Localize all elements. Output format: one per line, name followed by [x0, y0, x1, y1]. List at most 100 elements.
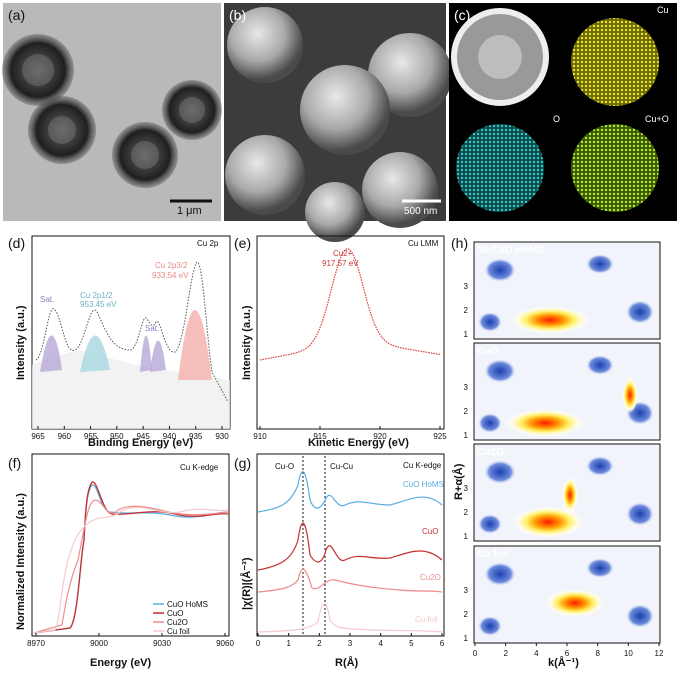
eds-label-cuo: Cu+O — [645, 114, 669, 124]
panel-h-tick-5: 10 — [624, 649, 633, 658]
panel-c-eds-maps: (c) Cu O Cu+O — [449, 3, 677, 221]
panel-g-exafs: (g) Cu K-edge Cu-O Cu-Cu CuO HoMS CuO Cu… — [234, 453, 445, 669]
panel-g-curve-cuo — [257, 522, 443, 571]
panel-e-tick-0: 910 — [253, 432, 267, 441]
panel-d-xlabel: Binding Energy (eV) — [88, 437, 193, 449]
panel-d-tick-5: 940 — [163, 432, 177, 441]
panel-g-tick-2: 2 — [317, 639, 322, 648]
panel-d-tag: Cu 2p — [197, 239, 219, 248]
panel-h-xlabel: k(Å⁻¹) — [548, 656, 579, 669]
panel-e-peak-value: 917.57 eV — [322, 259, 359, 268]
panel-f-ylabel: Normalized Intensity (a.u.) — [15, 493, 27, 630]
wavelet-ytick-0-1: 2 — [464, 306, 469, 315]
panel-f-tick-2: 9030 — [153, 639, 171, 648]
panel-f-xticks: 8970 9000 9030 9060 — [27, 633, 234, 648]
panel-h-tick-4: 8 — [595, 649, 600, 658]
panel-f-curve-cuo — [33, 481, 229, 634]
panel-g-tick-0: 0 — [256, 639, 261, 648]
panel-f-curve-hom — [33, 484, 229, 634]
panel-d-xps: (d) Cu 2p Sat. Sat. Cu 2p1/2 953.45 eV C… — [8, 235, 231, 449]
legend-foil: Cu foil — [167, 627, 190, 636]
panel-g-series-cu2o: Cu2O — [420, 573, 441, 582]
wavelet-map-label-3: Cu foil — [477, 549, 508, 560]
panel-f-curve-foil — [33, 506, 229, 634]
panel-g-series-foil: Cu foil — [415, 615, 438, 624]
panel-b-label: (b) — [229, 7, 246, 23]
panel-g-curve-foil — [257, 603, 443, 633]
panel-f-xanes: (f) Cu K-edge CuO HoMS CuO Cu2O Cu foil … — [8, 453, 234, 669]
panel-a-label: (a) — [8, 7, 25, 23]
wavelet-ytick-2-1: 2 — [464, 508, 469, 517]
wavelet-ytick-2-0: 1 — [464, 532, 469, 541]
panel-d-tick-7: 930 — [215, 432, 229, 441]
panel-g-tick-1: 1 — [286, 639, 291, 648]
panel-d-p12v: 953.45 eV — [80, 300, 117, 309]
panel-e-label: (e) — [234, 235, 251, 251]
panel-g-xticks: 0 1 2 3 4 5 6 — [256, 633, 445, 648]
panel-e-xlabel: Kinetic Energy (eV) — [308, 437, 409, 449]
wavelet-map-label-0: 3s-CuO-HoMS — [477, 245, 545, 256]
panel-g-curve-hom — [257, 471, 443, 513]
panel-g-ylabel: |χ(R)|(Å⁻³) — [240, 557, 253, 610]
eds-map-cuo — [571, 124, 659, 212]
panel-h-xticks: 0 2 4 6 8 10 12 — [473, 643, 664, 658]
panel-g-bond1: Cu-O — [275, 462, 294, 471]
wavelet-map-label-1: CuO — [477, 346, 498, 357]
wavelet-map-label-2: Cu2O — [477, 447, 504, 458]
panel-f-tick-1: 9000 — [90, 639, 108, 648]
panel-e-xticks: 910 915 920 925 — [253, 426, 447, 441]
panel-d-ylabel: Intensity (a.u.) — [15, 305, 27, 380]
panel-h-tick-3: 6 — [565, 649, 570, 658]
wavelet-ytick-3-2: 3 — [464, 586, 469, 595]
panel-f-xlabel: Energy (eV) — [90, 657, 151, 669]
panel-d-sat1: Sat. — [40, 295, 54, 304]
panel-f-tick-0: 8970 — [27, 639, 45, 648]
panel-f-curve-cu2o — [33, 499, 229, 634]
panel-h-label: (h) — [451, 235, 468, 251]
wavelet-ytick-3-0: 1 — [464, 634, 469, 643]
panel-f-legend: CuO HoMS CuO Cu2O Cu foil — [153, 600, 208, 636]
panel-d-tick-0: 965 — [31, 432, 45, 441]
panel-d-p32v: 933.54 eV — [152, 271, 189, 280]
panel-c-label: (c) — [454, 7, 470, 23]
panel-d-p32: Cu 2p3/2 — [155, 261, 188, 270]
panel-g-tick-3: 3 — [348, 639, 353, 648]
panel-b-scalebar-text: 500 nm — [404, 206, 437, 217]
panel-g-series-cuo: CuO — [422, 527, 438, 536]
legend-cu2o: Cu2O — [167, 618, 188, 627]
panel-f-tick-3: 9060 — [216, 639, 234, 648]
panel-g-tick-5: 5 — [409, 639, 414, 648]
panel-f-label: (f) — [8, 455, 21, 471]
panel-g-tick-4: 4 — [378, 639, 383, 648]
wavelet-ytick-1-2: 3 — [464, 383, 469, 392]
legend-hom: CuO HoMS — [167, 600, 208, 609]
panel-e-peak-name: Cu2+ — [333, 249, 353, 258]
panel-e-tick-3: 925 — [433, 432, 447, 441]
panel-g-xlabel: R(Å) — [335, 656, 359, 669]
wavelet-ytick-2-2: 3 — [464, 484, 469, 493]
panel-g-label: (g) — [234, 455, 251, 471]
wavelet-map-3: Cu foil 1 2 3 — [464, 545, 661, 644]
panel-h-tick-2: 4 — [534, 649, 539, 658]
legend-cuo: CuO — [167, 609, 183, 618]
panel-a-scalebar-text: 1 μm — [177, 205, 202, 217]
panel-h-ylabel: R+α(Å) — [452, 463, 465, 500]
panel-e-auger: (e) Cu LMM Cu2+ 917.57 eV 910 915 920 925 K… — [234, 235, 447, 449]
wavelet-ytick-3-1: 2 — [464, 610, 469, 619]
eds-map-cu — [571, 18, 659, 106]
panel-g-tag: Cu K-edge — [403, 461, 442, 470]
panel-b-sem-image: (b) 500 nm — [224, 3, 452, 242]
wavelet-ytick-1-1: 2 — [464, 407, 469, 416]
panel-d-tick-1: 960 — [58, 432, 72, 441]
panel-d-tick-2: 955 — [84, 432, 98, 441]
panel-g-curve-cu2o — [257, 568, 443, 593]
wavelet-ytick-0-2: 3 — [464, 282, 469, 291]
panel-h-tick-6: 12 — [655, 649, 664, 658]
panel-a-tem-image: (a) 1 μm — [2, 3, 222, 221]
wavelet-ytick-1-0: 1 — [464, 431, 469, 440]
panel-e-ylabel: Intensity (a.u.) — [241, 305, 253, 380]
wavelet-ytick-0-0: 1 — [464, 330, 469, 339]
panel-d-label: (d) — [8, 235, 25, 251]
panel-d-p12: Cu 2p1/2 — [80, 291, 113, 300]
